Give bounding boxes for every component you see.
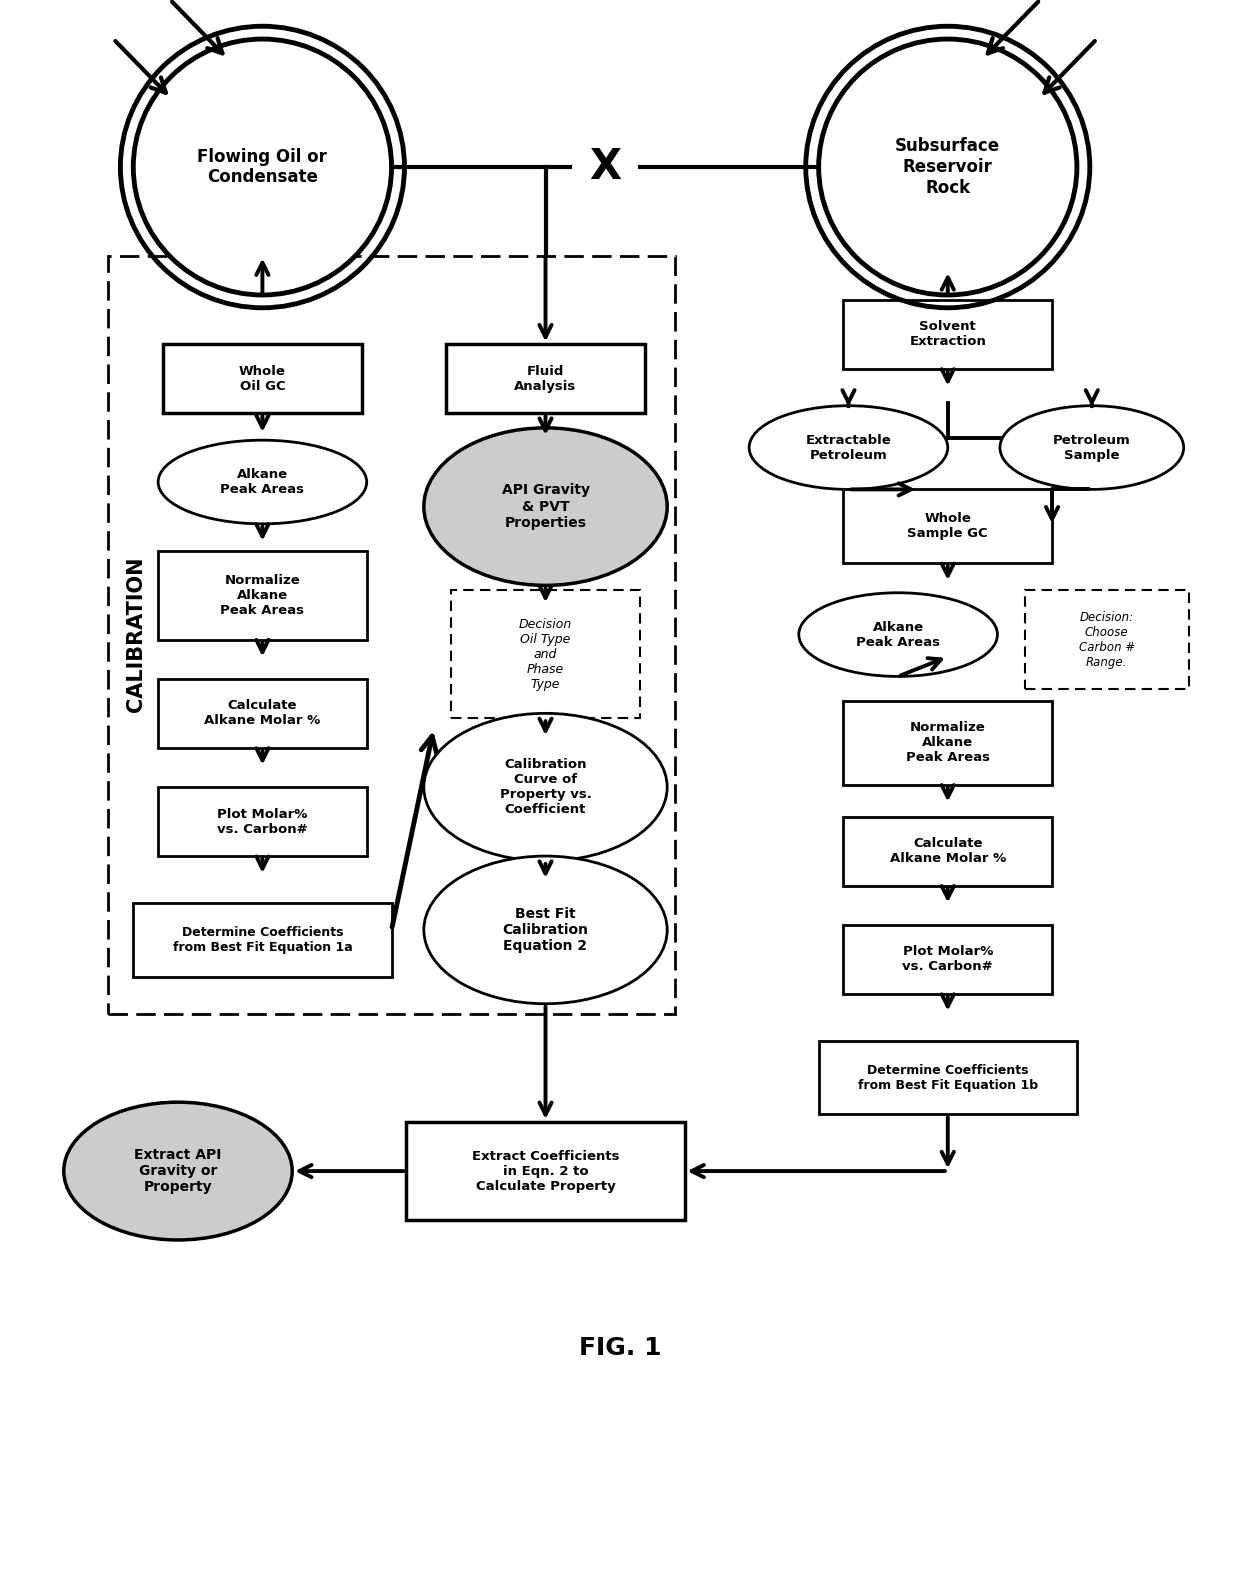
Text: Extract API
Gravity or
Property: Extract API Gravity or Property [134, 1149, 222, 1194]
Text: Plot Molar%
vs. Carbon#: Plot Molar% vs. Carbon# [217, 808, 308, 836]
Text: Fluid
Analysis: Fluid Analysis [515, 364, 577, 392]
Text: Subsurface
Reservoir
Rock: Subsurface Reservoir Rock [895, 137, 1001, 196]
Text: Calculate
Alkane Molar %: Calculate Alkane Molar % [889, 838, 1006, 865]
Ellipse shape [63, 1101, 293, 1240]
Text: Calculate
Alkane Molar %: Calculate Alkane Molar % [205, 700, 321, 728]
Text: Petroleum
Sample: Petroleum Sample [1053, 433, 1131, 461]
Ellipse shape [799, 593, 997, 676]
Text: Solvent
Extraction: Solvent Extraction [909, 320, 986, 348]
Text: Best Fit
Calibration
Equation 2: Best Fit Calibration Equation 2 [502, 907, 589, 952]
Ellipse shape [424, 428, 667, 585]
Ellipse shape [133, 39, 392, 295]
Text: CALIBRATION: CALIBRATION [126, 557, 146, 712]
Text: Flowing Oil or
Condensate: Flowing Oil or Condensate [197, 147, 327, 187]
Text: API Gravity
& PVT
Properties: API Gravity & PVT Properties [501, 483, 589, 530]
FancyBboxPatch shape [451, 590, 640, 719]
FancyBboxPatch shape [159, 551, 367, 640]
Text: Extractable
Petroleum: Extractable Petroleum [806, 433, 892, 461]
Ellipse shape [424, 857, 667, 1004]
FancyBboxPatch shape [407, 1122, 684, 1221]
FancyBboxPatch shape [843, 701, 1052, 784]
FancyBboxPatch shape [843, 300, 1052, 369]
Text: Decision:
Choose
Carbon #
Range.: Decision: Choose Carbon # Range. [1079, 610, 1135, 668]
Text: Whole
Sample GC: Whole Sample GC [908, 513, 988, 540]
Ellipse shape [749, 406, 947, 490]
Text: Plot Molar%
vs. Carbon#: Plot Molar% vs. Carbon# [903, 946, 993, 973]
Text: Determine Coefficients
from Best Fit Equation 1b: Determine Coefficients from Best Fit Equ… [858, 1064, 1038, 1092]
FancyBboxPatch shape [159, 679, 367, 748]
FancyBboxPatch shape [843, 817, 1052, 885]
Text: Alkane
Peak Areas: Alkane Peak Areas [856, 621, 940, 648]
Text: Alkane
Peak Areas: Alkane Peak Areas [221, 468, 304, 496]
Text: Decision
Oil Type
and
Phase
Type: Decision Oil Type and Phase Type [518, 618, 572, 690]
Text: X: X [589, 146, 621, 188]
FancyBboxPatch shape [133, 902, 392, 976]
FancyBboxPatch shape [843, 926, 1052, 993]
FancyBboxPatch shape [446, 344, 645, 413]
FancyBboxPatch shape [843, 490, 1052, 563]
Ellipse shape [999, 406, 1184, 490]
FancyBboxPatch shape [1024, 590, 1189, 689]
FancyBboxPatch shape [164, 344, 362, 413]
Text: Normalize
Alkane
Peak Areas: Normalize Alkane Peak Areas [221, 574, 304, 617]
Ellipse shape [424, 714, 667, 861]
Text: Determine Coefficients
from Best Fit Equation 1a: Determine Coefficients from Best Fit Equ… [172, 926, 352, 954]
Text: Extract Coefficients
in Eqn. 2 to
Calculate Property: Extract Coefficients in Eqn. 2 to Calcul… [471, 1150, 619, 1192]
Ellipse shape [159, 441, 367, 524]
Text: Calibration
Curve of
Property vs.
Coefficient: Calibration Curve of Property vs. Coeffi… [500, 758, 591, 816]
Text: FIG. 1: FIG. 1 [579, 1337, 661, 1360]
FancyBboxPatch shape [159, 788, 367, 857]
Text: Normalize
Alkane
Peak Areas: Normalize Alkane Peak Areas [905, 722, 990, 764]
FancyBboxPatch shape [818, 1040, 1076, 1114]
Text: Whole
Oil GC: Whole Oil GC [239, 364, 286, 392]
Ellipse shape [818, 39, 1076, 295]
